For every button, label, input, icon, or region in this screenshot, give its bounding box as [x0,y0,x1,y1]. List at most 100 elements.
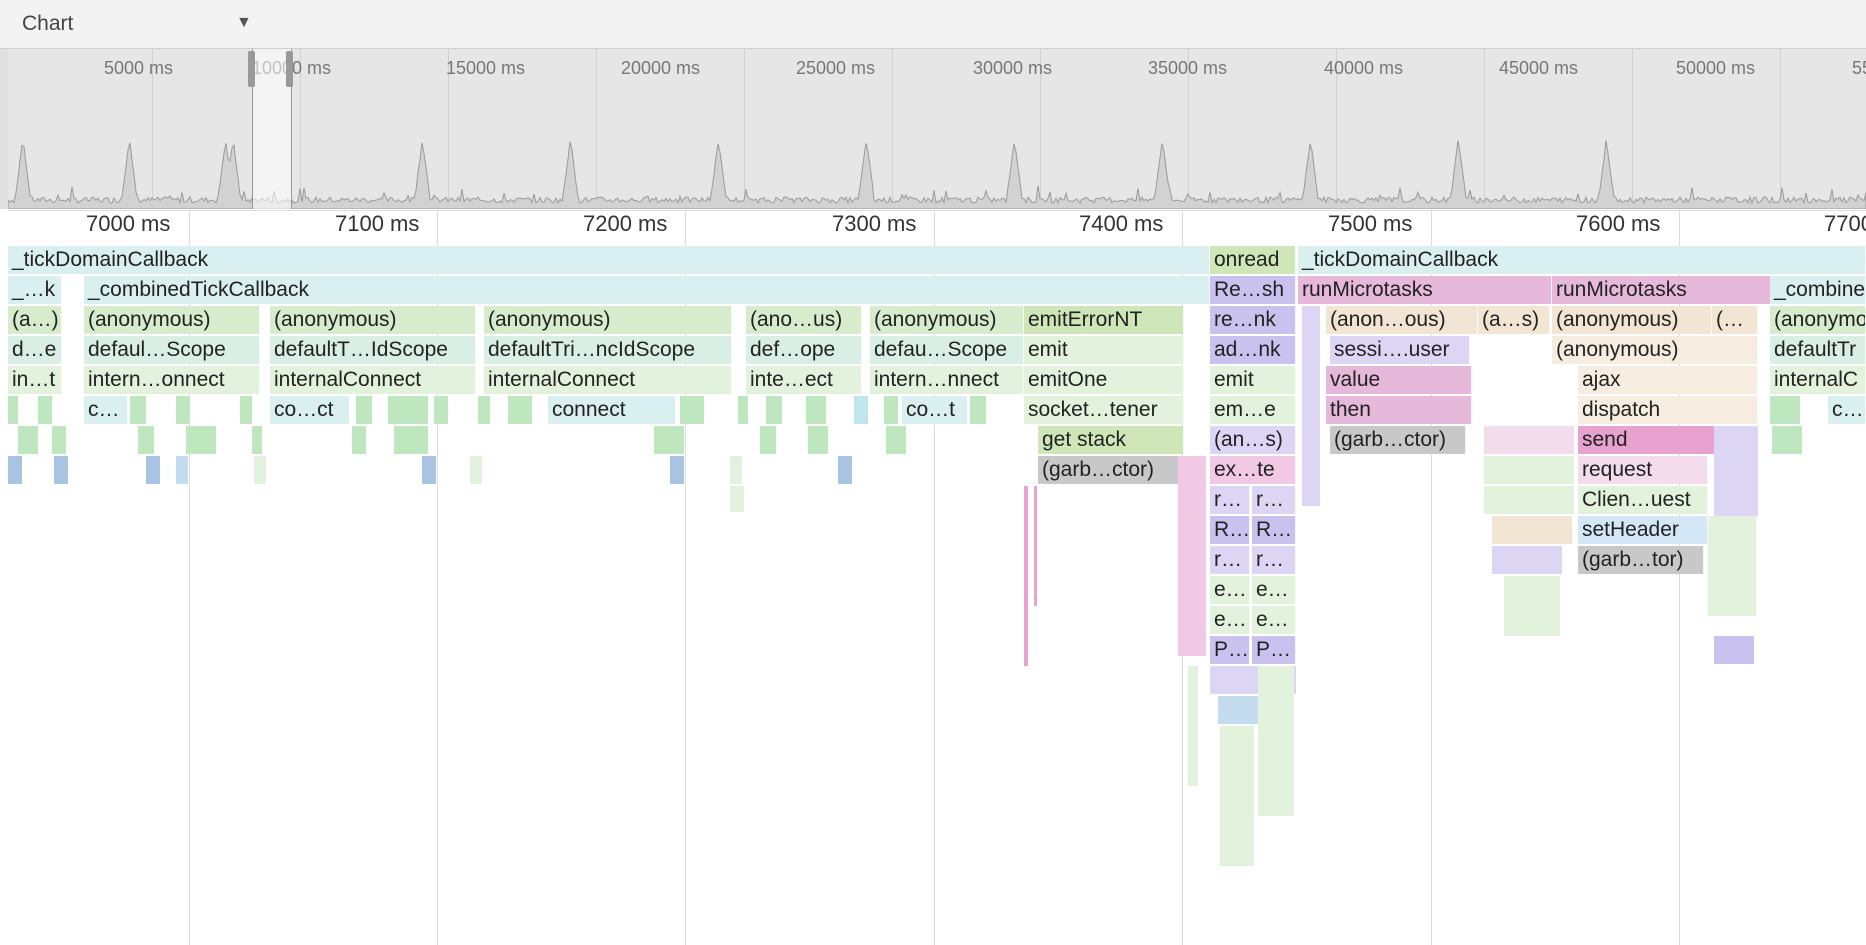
flame-sliver[interactable] [240,396,252,424]
flame-frame[interactable]: emit [1210,366,1296,394]
flame-frame[interactable]: intern…onnect [84,366,260,394]
flame-frame[interactable]: r… [1210,546,1250,574]
flame-frame[interactable]: defaultTr [1770,336,1866,364]
flame-frame[interactable]: intern…nnect [870,366,1024,394]
flame-sliver[interactable] [730,486,744,512]
flame-frame[interactable]: _tickDomainCallback [8,246,1210,274]
overview-selection-window[interactable] [248,49,293,209]
flame-frame[interactable]: internalConnect [270,366,476,394]
flame-frame[interactable]: e… [1252,606,1296,634]
flame-sliver[interactable] [854,396,868,424]
flame-frame[interactable]: _…k [8,276,62,304]
flame-sliver[interactable] [18,426,38,454]
flame-sliver[interactable] [766,396,782,424]
flame-sliver[interactable] [1492,546,1562,574]
flame-frame[interactable]: (anonymous) [484,306,732,334]
flame-sliver[interactable] [838,456,852,484]
flame-sliver[interactable] [1024,486,1028,666]
flame-frame[interactable]: inte…ect [746,366,862,394]
flame-sliver[interactable] [176,396,190,424]
flame-sliver[interactable] [808,426,828,454]
flame-sliver[interactable] [1188,666,1198,786]
flame-sliver[interactable] [130,396,146,424]
flame-frame[interactable]: internalConnect [484,366,732,394]
flame-sliver[interactable] [254,456,266,484]
flame-frame[interactable]: c… [1828,396,1866,424]
selection-left-handle[interactable] [248,51,255,87]
flame-frame[interactable]: (garb…tor) [1578,546,1704,574]
flame-frame[interactable]: onread [1210,246,1296,274]
flame-sliver[interactable] [138,426,154,454]
flame-sliver[interactable] [1504,576,1560,636]
flame-frame[interactable]: (anonymous) [270,306,476,334]
flame-sliver[interactable] [884,396,898,424]
flame-sliver[interactable] [760,426,776,454]
flame-frame[interactable]: e… [1252,576,1296,604]
flame-frame[interactable]: (anonymous) [1770,306,1866,334]
flame-frame[interactable]: (garb…ctor) [1038,456,1184,484]
flame-frame[interactable]: P… [1210,636,1250,664]
flame-sliver[interactable] [730,456,742,484]
flame-sliver[interactable] [470,456,482,484]
flame-frame[interactable]: value [1326,366,1472,394]
flame-frame[interactable]: (anonymous) [870,306,1024,334]
flame-sliver[interactable] [886,426,906,454]
flame-sliver[interactable] [1178,456,1206,656]
flame-sliver[interactable] [1770,396,1800,424]
flame-frame[interactable]: (anonymous) [84,306,260,334]
flame-frame[interactable]: in…t [8,366,62,394]
flame-sliver[interactable] [146,456,160,484]
flame-frame[interactable]: R… [1252,516,1296,544]
flame-sliver[interactable] [52,426,66,454]
flame-frame[interactable]: r… [1252,546,1296,574]
flame-frame[interactable]: d…e [8,336,62,364]
flame-sliver[interactable] [388,396,428,424]
flame-frame[interactable]: (anonymous) [1552,336,1758,364]
flame-frame[interactable]: (a…) [8,306,62,334]
flame-sliver[interactable] [1484,426,1574,454]
view-mode-dropdown[interactable]: Chart ▼ [8,6,260,40]
flame-frame[interactable]: em…e [1210,396,1296,424]
flame-frame[interactable]: def…ope [746,336,862,364]
flame-sliver[interactable] [1708,516,1756,616]
flame-frame[interactable]: P… [1252,636,1296,664]
flame-sliver[interactable] [1772,426,1802,454]
flame-sliver[interactable] [1034,486,1037,606]
flame-frame[interactable]: connect [548,396,676,424]
flame-sliver[interactable] [1484,486,1574,514]
flame-frame[interactable]: (anonymous) [1552,306,1712,334]
flame-frame[interactable]: defaultTri…ncIdScope [484,336,732,364]
flame-sliver[interactable] [680,396,704,424]
flame-sliver[interactable] [508,396,532,424]
flame-sliver[interactable] [422,456,436,484]
flame-sliver[interactable] [654,426,684,454]
flame-sliver[interactable] [1714,426,1758,516]
flame-sliver[interactable] [1714,636,1754,664]
flame-sliver[interactable] [738,396,748,424]
flame-frame[interactable]: internalC [1770,366,1866,394]
flame-frame[interactable]: dispatch [1578,396,1758,424]
flame-frame[interactable]: (garb…ctor) [1330,426,1466,454]
flame-sliver[interactable] [176,456,188,484]
triangle-down-icon[interactable]: ▼ [236,14,252,31]
flame-sliver[interactable] [352,426,366,454]
flame-frame[interactable]: emit [1024,336,1184,364]
flame-sliver[interactable] [8,456,22,484]
flame-sliver[interactable] [1492,516,1572,544]
flame-frame[interactable]: ad…nk [1210,336,1296,364]
flame-frame[interactable]: runMicrotasks [1298,276,1552,304]
flame-sliver[interactable] [478,396,490,424]
flame-frame[interactable]: ajax [1578,366,1758,394]
flame-frame[interactable]: co…ct [270,396,350,424]
selection-right-handle[interactable] [286,51,293,87]
flame-frame[interactable]: socket…tener [1024,396,1184,424]
flame-sliver[interactable] [1220,726,1254,866]
flame-sliver[interactable] [394,426,428,454]
flame-frame[interactable]: setHeader [1578,516,1708,544]
flame-frame[interactable]: co…t [902,396,968,424]
flame-frame[interactable]: _tickDomainCallback [1298,246,1866,274]
flame-sliver[interactable] [1258,666,1294,816]
flame-frame[interactable]: defaultT…IdScope [270,336,476,364]
flame-sliver[interactable] [186,426,216,454]
flame-sliver[interactable] [970,396,986,424]
